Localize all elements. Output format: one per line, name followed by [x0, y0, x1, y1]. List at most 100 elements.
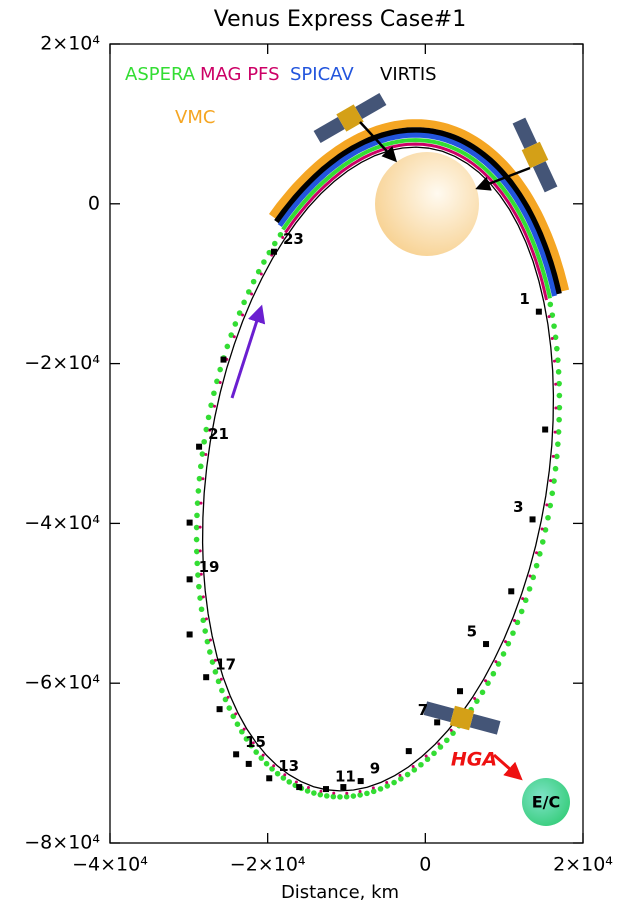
aspera-dot [510, 630, 516, 636]
mag-dot [220, 678, 223, 681]
aspera-dot [337, 794, 343, 800]
orbit-point [457, 688, 463, 694]
chart-title: Venus Express Case#1 [214, 7, 466, 32]
aspera-dot [351, 793, 357, 799]
mag-dot [554, 407, 557, 410]
mag-dot [372, 786, 375, 789]
aspera-dot [226, 705, 232, 711]
aspera-dot [551, 323, 557, 329]
orbit-point [187, 520, 193, 526]
point-label: 17 [215, 656, 236, 674]
aspera-dot [554, 346, 560, 352]
orbit-point [271, 249, 277, 255]
aspera-dot [371, 789, 377, 795]
orbit-point [406, 748, 412, 754]
mag-dot [554, 383, 557, 386]
aspera-dot [553, 334, 559, 340]
mag-dot [549, 479, 552, 482]
aspera-dot [411, 767, 417, 773]
aspera-dot [194, 537, 200, 543]
hga-label: HGA [451, 749, 497, 771]
aspera-dot [211, 390, 217, 396]
aspera-dot [527, 586, 533, 592]
aspera-dot [194, 513, 200, 519]
aspera-dot [398, 776, 404, 782]
y-tick-label: 0 [88, 192, 100, 214]
mag-dot [541, 527, 544, 530]
orbit-point [266, 775, 272, 781]
hga-arrow [494, 755, 520, 778]
mag-dot [548, 315, 551, 318]
orbit-point [203, 674, 209, 680]
orbit-point [187, 631, 193, 637]
mag-dot [385, 781, 388, 784]
mag-dot [205, 617, 208, 620]
point-label: 15 [245, 733, 266, 751]
aspera-dot [208, 402, 214, 408]
y-tick-label: −8×10⁴ [24, 832, 100, 854]
point-label: 23 [283, 230, 304, 248]
aspera-dot [272, 241, 278, 247]
aspera-dot [385, 783, 391, 789]
point-label: 19 [199, 558, 220, 576]
mag-dot [250, 292, 253, 295]
legend-entry: MAG PFS [200, 64, 280, 85]
orbit-point [508, 588, 514, 594]
aspera-dot [318, 792, 324, 798]
aspera-dot [201, 439, 207, 445]
mag-dot [262, 754, 265, 757]
chart: Venus Express Case#1 Distance, km HGA E/… [0, 0, 621, 909]
page: {"chart_data": { "type": "orbit", "title… [0, 0, 621, 909]
aspera-dot [207, 649, 213, 655]
aspera-dot [543, 527, 549, 533]
aspera-dot [199, 606, 205, 612]
orbit-point [187, 576, 193, 582]
mag-dot [272, 764, 275, 767]
aspera-dot [198, 464, 204, 470]
spacecraft-icon [423, 699, 502, 738]
x-tick-label: 0 [419, 854, 431, 876]
orbit-point [542, 427, 548, 433]
aspera-dot [556, 381, 562, 387]
mag-dot [513, 619, 516, 622]
orbit-point [233, 751, 239, 757]
aspera-dot [197, 595, 203, 601]
aspera-dot [305, 788, 311, 794]
point-label: 9 [370, 760, 380, 778]
mag-dot [200, 502, 203, 505]
mag-dot [234, 712, 237, 715]
mag-dot [473, 697, 476, 700]
mag-dot [202, 595, 205, 598]
mag-dot [332, 792, 335, 795]
aspera-dot [344, 794, 350, 800]
point-label: 1 [519, 290, 529, 308]
orbit-point [296, 784, 302, 790]
mag-dot [295, 781, 298, 784]
aspera-dot [554, 454, 560, 460]
mag-dot [201, 477, 204, 480]
aspera-dot [197, 476, 203, 482]
mag-dot [213, 405, 216, 408]
aspera-dot [264, 761, 270, 767]
aspera-dot [200, 451, 206, 457]
y-tick-label: −2×10⁴ [24, 352, 100, 374]
aspera-dot [251, 279, 257, 285]
orbit-line [203, 147, 554, 791]
venus [375, 152, 479, 256]
aspera-dot [196, 584, 202, 590]
aspera-dot [331, 794, 337, 800]
orbit-point [217, 706, 223, 712]
orbit-point [323, 786, 329, 792]
aspera-dot [555, 357, 561, 363]
aspera-dot [537, 551, 543, 557]
aspera-dot [547, 503, 553, 509]
aspera-dot [444, 737, 450, 743]
aspera-dot [235, 721, 241, 727]
aspera-dot [545, 515, 551, 521]
aspera-dot [357, 792, 363, 798]
aspera-dot [501, 651, 507, 657]
x-tick-label: 2×10⁴ [553, 854, 613, 876]
mag-dot [241, 313, 244, 316]
aspera-dot [556, 369, 562, 375]
mag-dot [260, 273, 263, 276]
